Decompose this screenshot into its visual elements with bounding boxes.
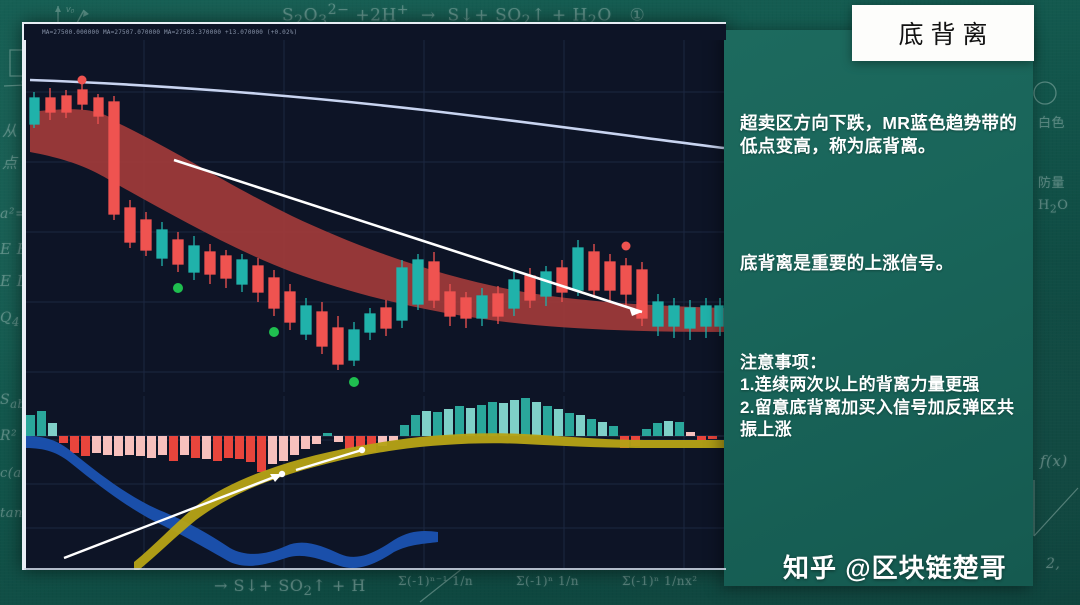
chart-header-readout: MA=27500.000000 MA=27507.070000 MA=27503…: [24, 24, 726, 40]
ohlc-readout: MA=27500.000000 MA=27507.070000 MA=27503…: [42, 28, 298, 36]
panel-paragraph-1: 超卖区方向下跌，MR蓝色趋势带的低点变高，称为底背离。: [740, 113, 1018, 157]
macd-trendline-arrow-2: [295, 446, 366, 472]
ma-line: [29, 78, 725, 150]
macd-indicator-pane[interactable]: [24, 396, 726, 570]
panel-paragraph-2: 底背离是重要的上涨信号。: [740, 253, 954, 273]
notes-heading: 注意事项：: [740, 353, 827, 372]
explanation-panel: 超卖区方向下跌，MR蓝色趋势带的低点变高，称为底背离。 底背离是重要的上涨信号。…: [724, 30, 1033, 586]
macd-yellow-band: [134, 433, 724, 570]
macd-trendline-arrow-1: [63, 470, 286, 560]
macd-blue-band: [26, 436, 438, 569]
price-trendline-arrow: [173, 158, 643, 316]
watermark: 知乎 @区块链楚哥: [783, 553, 1007, 583]
chart-x-axis: [24, 568, 726, 570]
note-item-1: 1.连续两次以上的背离力量更强: [740, 375, 980, 395]
note-item-2: 2.留意底背离加买入信号加反弹区共振上涨: [740, 397, 1015, 440]
price-chart-svg: [24, 40, 726, 392]
candle-series: [29, 75, 724, 387]
trading-chart-window[interactable]: MA=27500.000000 MA=27507.070000 MA=27503…: [22, 22, 726, 570]
price-pane[interactable]: [24, 40, 726, 392]
panel-notes: 注意事项： 1.连续两次以上的背离力量更强 2.留意底背离加买入信号加反弹区共振…: [740, 352, 1021, 442]
title-card: 底背离: [852, 5, 1034, 61]
macd-chart-svg: [24, 396, 726, 570]
chart-y-axis: [24, 40, 26, 570]
title-card-text: 底背离: [898, 20, 995, 49]
